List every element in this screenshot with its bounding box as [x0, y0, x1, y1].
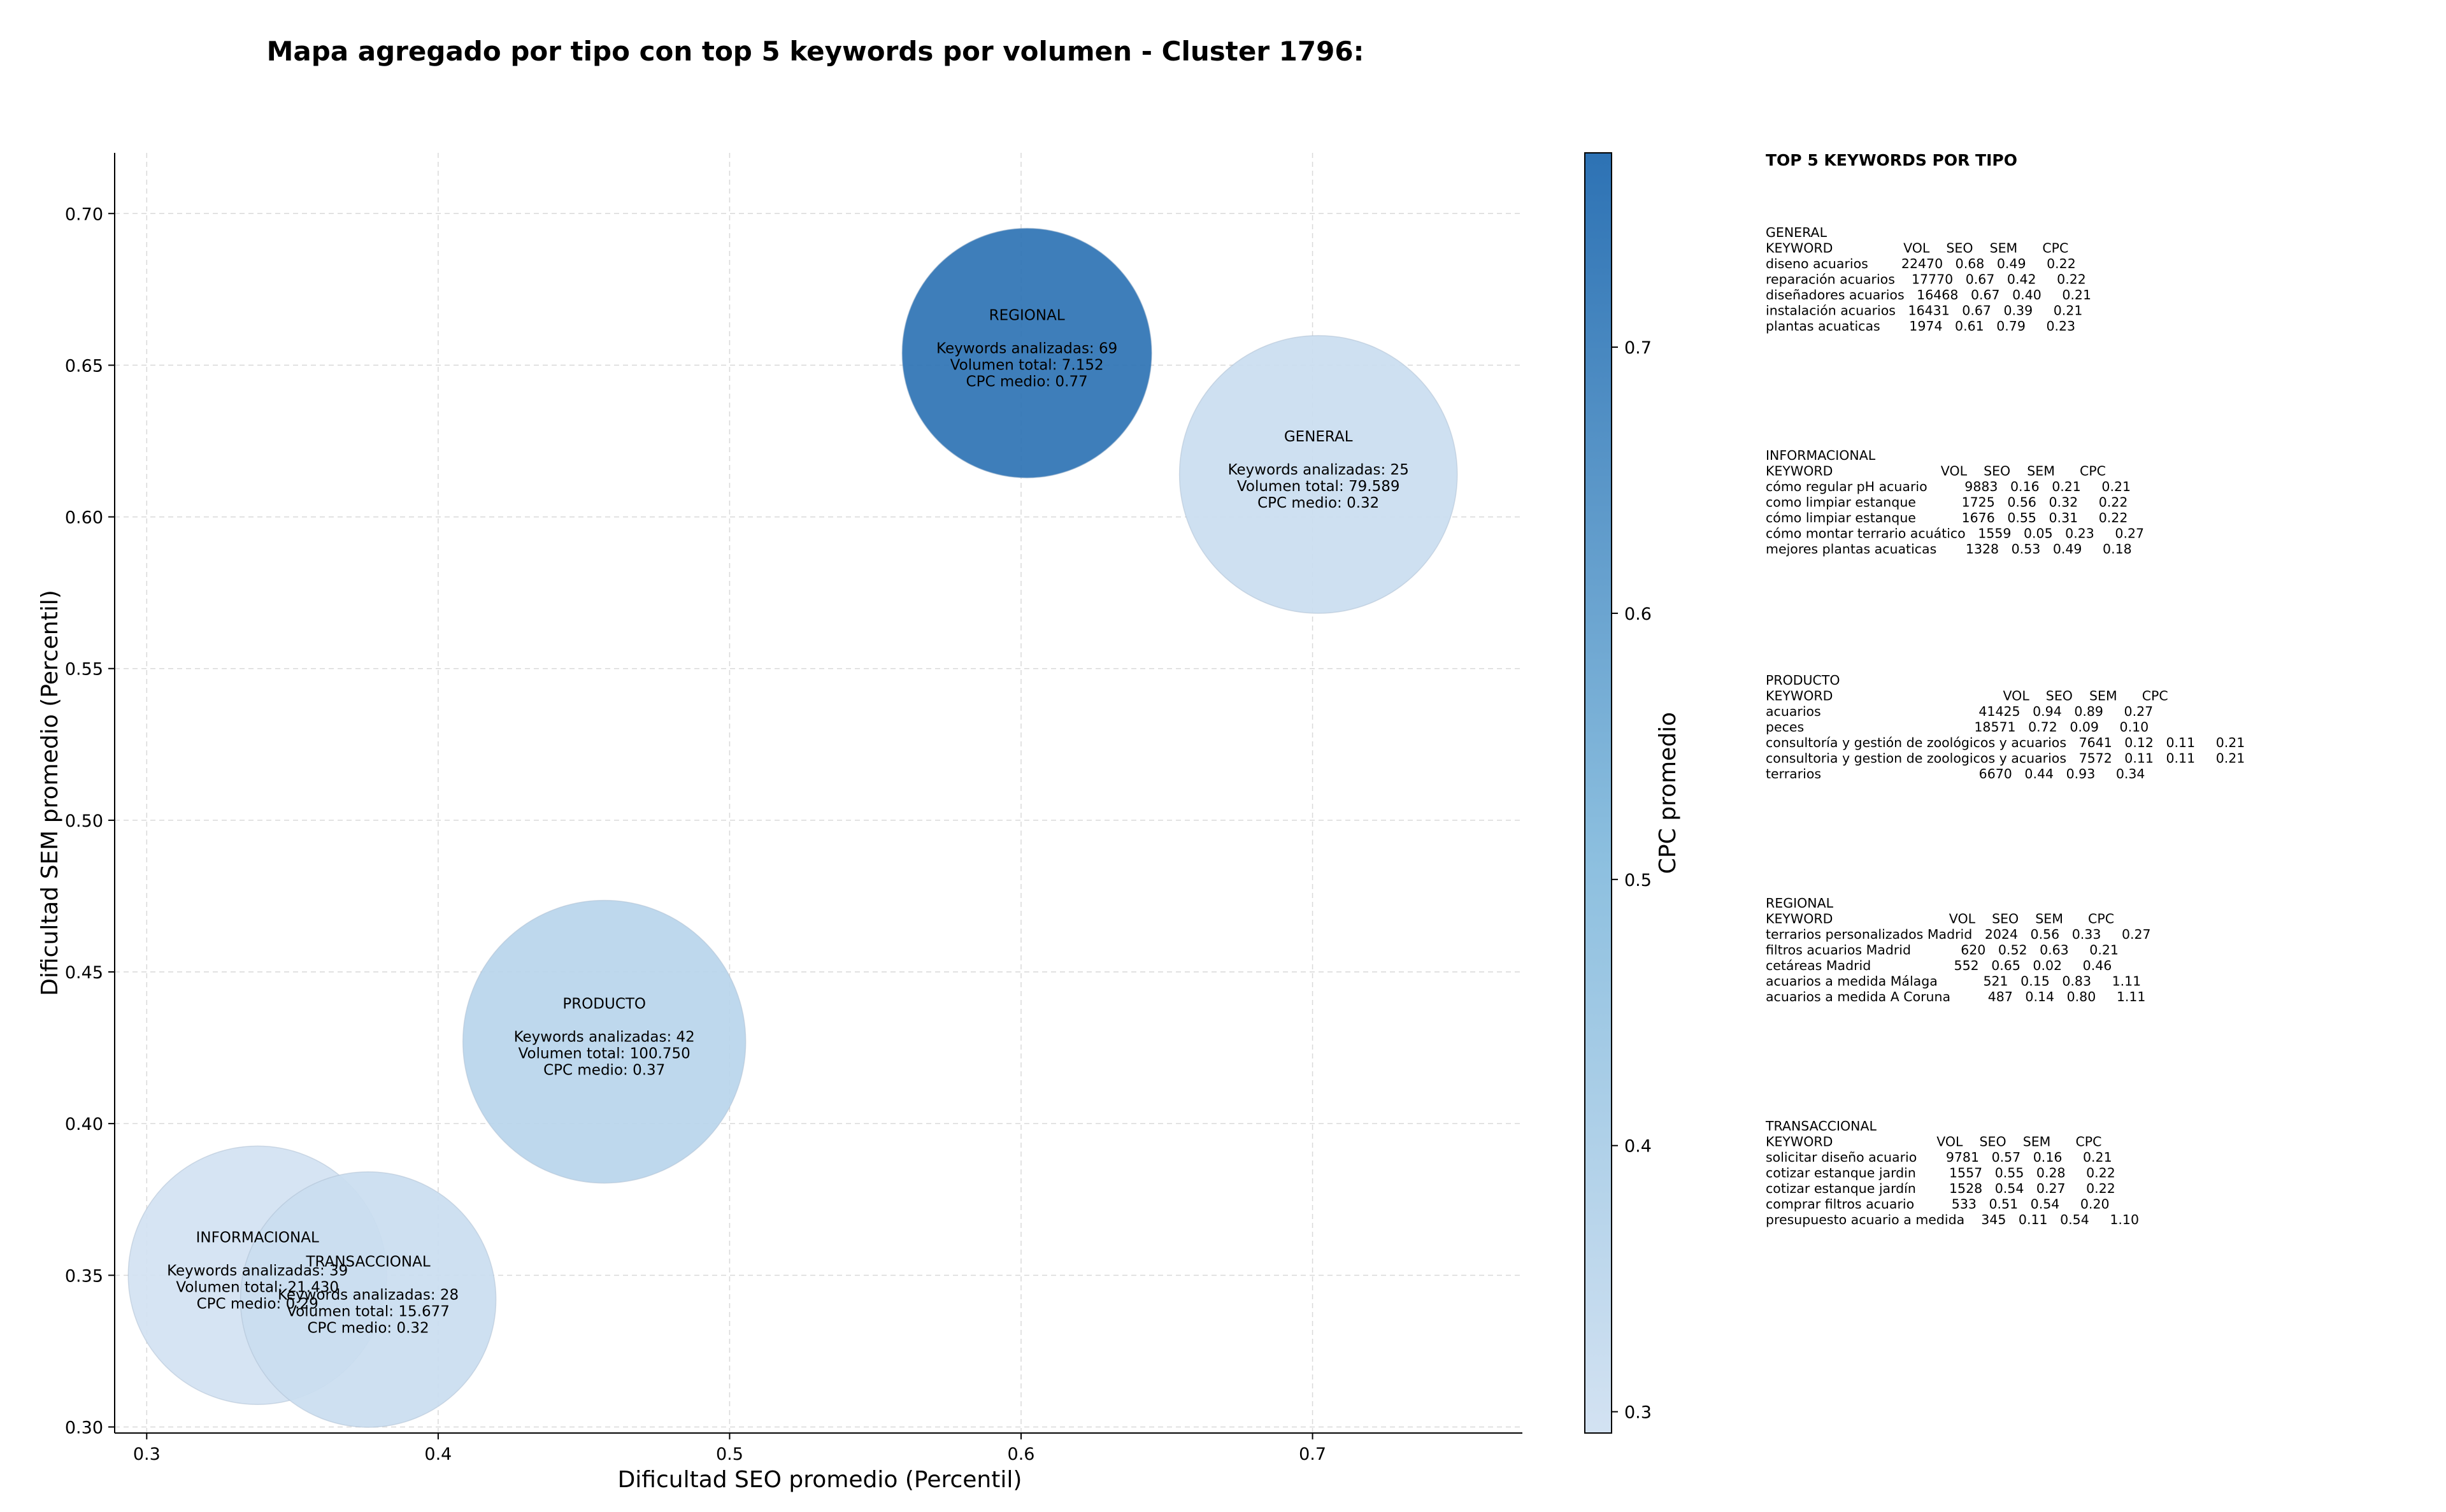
panel-table-row: comprar filtros acuario 533 0.51 0.54 0.…: [1766, 1197, 2110, 1212]
y-tick-label: 0.50: [65, 811, 103, 831]
panel-block-heading: INFORMACIONAL: [1766, 448, 1876, 463]
panel-block-heading: PRODUCTO: [1766, 673, 1840, 688]
panel-table-row: consultoria y gestion de zoologicos y ac…: [1766, 751, 2245, 766]
y-tick-label: 0.45: [65, 963, 103, 983]
panel-table-row: acuarios a medida A Coruna 487 0.14 0.80…: [1766, 989, 2145, 1004]
axis-ticks: 0.3 0.4 0.5 0.6 0.7 0.30 0.35 0.40 0.45 0.50 0.55 0…: [65, 204, 1326, 1464]
panel-table-row: cómo regular pH acuario 9883 0.16 0.21 0…: [1766, 479, 2131, 494]
bubble-label: CPC medio: 0.32: [1257, 495, 1379, 511]
bubble-label: CPC medio: 0.37: [543, 1062, 665, 1079]
colorbar-label: CPC promedio: [1655, 712, 1681, 874]
panel-table-row: solicitar diseño acuario 9781 0.57 0.16 …: [1766, 1150, 2112, 1165]
bubble-label: Keywords analizadas: 39: [167, 1262, 348, 1279]
y-axis-label: Dificultad SEM promedio (Percentil): [37, 590, 63, 996]
panel-table-row: cotizar estanque jardin 1557 0.55 0.28 0…: [1766, 1166, 2115, 1181]
x-tick-label: 0.7: [1299, 1444, 1326, 1464]
y-tick-label: 0.65: [65, 356, 103, 376]
colorbar-ticks: 0.3 0.4 0.5 0.6 0.7: [1612, 338, 1652, 1423]
panel-table-header: KEYWORD VOL SEO SEM CPC: [1766, 241, 2068, 256]
bubble-label: Keywords analizadas: 25: [1228, 462, 1409, 478]
panel-table-row: cotizar estanque jardín 1528 0.54 0.27 0…: [1766, 1181, 2115, 1196]
bubble-label: REGIONAL: [989, 307, 1065, 324]
colorbar-tick-label: 0.5: [1624, 871, 1652, 890]
bubble-label: Keywords analizadas: 42: [514, 1029, 695, 1046]
panel-table-row: diseñadores acuarios 16468 0.67 0.40 0.2…: [1766, 287, 2091, 303]
panel-block-heading: GENERAL: [1766, 225, 1827, 240]
y-tick-label: 0.35: [65, 1266, 103, 1286]
panel-table-row: terrarios personalizados Madrid 2024 0.5…: [1766, 927, 2151, 942]
bubble-label: INFORMACIONAL: [196, 1229, 319, 1246]
bubble-label: Volumen total: 15.677: [287, 1303, 450, 1320]
x-tick-label: 0.6: [1008, 1444, 1035, 1464]
y-tick-label: 0.30: [65, 1418, 103, 1437]
y-tick-label: 0.55: [65, 660, 103, 680]
side-panel-title: TOP 5 KEYWORDS POR TIPO: [1766, 151, 2017, 169]
panel-table-header: KEYWORD VOL SEO SEM CPC: [1766, 464, 2106, 479]
panel-table-row: peces 18571 0.72 0.09 0.10: [1766, 720, 2149, 735]
bubble-label: CPC medio: 0.32: [307, 1320, 429, 1336]
bubble-label: CPC medio: 0.29: [197, 1295, 318, 1312]
panel-table-row: reparación acuarios 17770 0.67 0.42 0.22: [1766, 272, 2086, 287]
x-tick-label: 0.5: [716, 1444, 743, 1464]
panel-table-row: presupuesto acuario a medida 345 0.11 0.…: [1766, 1212, 2139, 1227]
panel-table-row: consultoría y gestión de zoológicos y ac…: [1766, 735, 2245, 750]
panel-table-header: KEYWORD VOL SEO SEM CPC: [1766, 688, 2168, 704]
x-tick-label: 0.4: [424, 1444, 452, 1464]
bubble-label: Keywords analizadas: 28: [278, 1287, 459, 1303]
bubble-label: Volumen total: 21.430: [176, 1279, 339, 1295]
chart-title: Mapa agregado por tipo con top 5 keyword…: [267, 36, 1364, 67]
panel-table-row: plantas acuaticas 1974 0.61 0.79 0.23: [1766, 318, 2075, 334]
panel-table-row: cómo limpiar estanque 1676 0.55 0.31 0.2…: [1766, 510, 2128, 525]
panel-table-row: cómo montar terrario acuático 1559 0.05 …: [1766, 526, 2144, 541]
panel-table-row: acuarios 41425 0.94 0.89 0.27: [1766, 704, 2153, 719]
bubble-label: PRODUCTO: [562, 996, 646, 1013]
colorbar-tick-label: 0.3: [1624, 1403, 1652, 1423]
bubble-label: TRANSACCIONAL: [305, 1253, 430, 1270]
bubble-regional: [901, 227, 1152, 479]
bubble-label: CPC medio: 0.77: [966, 373, 1088, 390]
panel-table-row: diseno acuarios 22470 0.68 0.49 0.22: [1766, 256, 2076, 271]
colorbar: [1584, 152, 1612, 1434]
panel-table-header: KEYWORD VOL SEO SEM CPC: [1766, 1134, 2101, 1150]
panel-table-row: mejores plantas acuaticas 1328 0.53 0.49…: [1766, 541, 2132, 557]
x-axis-label: Dificultad SEO promedio (Percentil): [618, 1467, 1022, 1493]
bubble-label: Keywords analizadas: 69: [936, 340, 1117, 357]
bubble-label: GENERAL: [1284, 429, 1353, 445]
colorbar-tick-label: 0.4: [1624, 1137, 1652, 1157]
panel-table-row: cetáreas Madrid 552 0.65 0.02 0.46: [1766, 958, 2112, 973]
bubble-label: Volumen total: 79.589: [1237, 478, 1400, 495]
panel-table-header: KEYWORD VOL SEO SEM CPC: [1766, 911, 2114, 927]
y-tick-label: 0.70: [65, 204, 103, 224]
y-tick-label: 0.40: [65, 1115, 103, 1134]
x-tick-label: 0.3: [133, 1444, 161, 1464]
panel-table-row: filtros acuarios Madrid 620 0.52 0.63 0.…: [1766, 943, 2119, 958]
panel-table-row: acuarios a medida Málaga 521 0.15 0.83 1…: [1766, 974, 2141, 989]
colorbar-tick-label: 0.7: [1624, 338, 1652, 358]
panel-table-row: instalación acuarios 16431 0.67 0.39 0.2…: [1766, 303, 2082, 318]
bubbles: [127, 227, 1458, 1428]
panel-block-heading: REGIONAL: [1766, 895, 1834, 911]
colorbar-tick-label: 0.6: [1624, 604, 1652, 624]
panel-table-row: terrarios 6670 0.44 0.93 0.34: [1766, 766, 2145, 781]
bubble-transaccional: [240, 1171, 497, 1428]
bubble-label: Volumen total: 7.152: [950, 357, 1104, 373]
bubble-producto: [462, 899, 747, 1184]
y-tick-label: 0.60: [65, 508, 103, 528]
panel-table-row: como limpiar estanque 1725 0.56 0.32 0.2…: [1766, 495, 2128, 510]
bubble-label: Volumen total: 100.750: [519, 1046, 690, 1062]
bubble-general: [1178, 335, 1458, 614]
panel-block-heading: TRANSACCIONAL: [1765, 1118, 1877, 1134]
